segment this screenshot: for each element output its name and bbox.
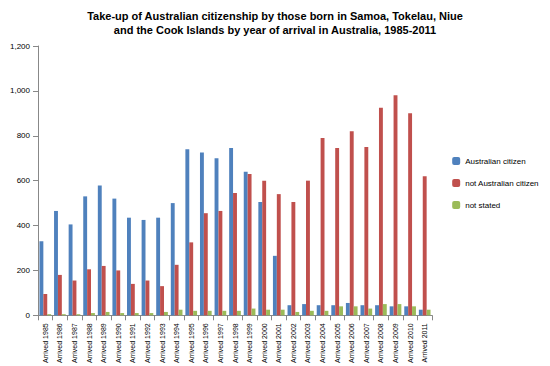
svg-text:Arrived 1993: Arrived 1993 xyxy=(159,323,166,363)
svg-text:Arrived 2010: Arrived 2010 xyxy=(407,323,414,363)
svg-text:Arrived 2009: Arrived 2009 xyxy=(392,323,399,363)
svg-text:200: 200 xyxy=(17,266,31,275)
svg-text:0: 0 xyxy=(26,311,31,320)
svg-text:800: 800 xyxy=(17,131,31,140)
svg-text:Arrived 1985: Arrived 1985 xyxy=(42,323,49,363)
svg-text:Arrived 2008: Arrived 2008 xyxy=(377,323,384,363)
svg-text:Arrived 2006: Arrived 2006 xyxy=(348,323,355,363)
svg-text:Arrived 2002: Arrived 2002 xyxy=(290,323,297,363)
svg-text:Arrived 2011: Arrived 2011 xyxy=(421,323,428,362)
svg-text:Arrived 2004: Arrived 2004 xyxy=(319,323,326,363)
svg-text:Arrived 2000: Arrived 2000 xyxy=(261,323,268,363)
svg-text:Arrived 1992: Arrived 1992 xyxy=(144,323,151,363)
svg-text:Arrived 2003: Arrived 2003 xyxy=(304,323,311,363)
svg-text:not stated: not stated xyxy=(465,201,500,210)
svg-text:Arrived 2001: Arrived 2001 xyxy=(275,323,282,363)
svg-text:Arrived 2005: Arrived 2005 xyxy=(334,323,341,363)
svg-text:Arrived 1990: Arrived 1990 xyxy=(115,323,122,363)
svg-text:1,200: 1,200 xyxy=(10,42,31,51)
svg-text:1,000: 1,000 xyxy=(10,86,31,95)
svg-text:Arrived 1999: Arrived 1999 xyxy=(246,323,253,363)
svg-text:not Australian citizen: not Australian citizen xyxy=(465,179,538,188)
svg-text:Arrived 1997: Arrived 1997 xyxy=(217,323,224,363)
svg-text:Arrived 1986: Arrived 1986 xyxy=(56,323,63,363)
svg-text:Arrived 2007: Arrived 2007 xyxy=(363,323,370,363)
svg-text:400: 400 xyxy=(17,221,31,230)
svg-text:Arrived 1987: Arrived 1987 xyxy=(71,323,78,363)
svg-text:Australian citizen: Australian citizen xyxy=(465,157,525,166)
svg-text:Arrived 1991: Arrived 1991 xyxy=(129,323,136,363)
svg-text:and the Cook Islands by year o: and the Cook Islands by year of arrival … xyxy=(114,24,436,36)
svg-text:Take-up of Australian citizens: Take-up of Australian citizenship by tho… xyxy=(87,10,463,22)
svg-text:Arrived 1996: Arrived 1996 xyxy=(202,323,209,363)
svg-text:Arrived 1998: Arrived 1998 xyxy=(232,323,239,363)
svg-text:Arrived 1989: Arrived 1989 xyxy=(100,323,107,363)
svg-text:600: 600 xyxy=(17,176,31,185)
svg-text:Arrived 1995: Arrived 1995 xyxy=(188,323,195,363)
svg-text:Arrived 1988: Arrived 1988 xyxy=(86,323,93,363)
svg-text:Arrived 1994: Arrived 1994 xyxy=(173,323,180,363)
